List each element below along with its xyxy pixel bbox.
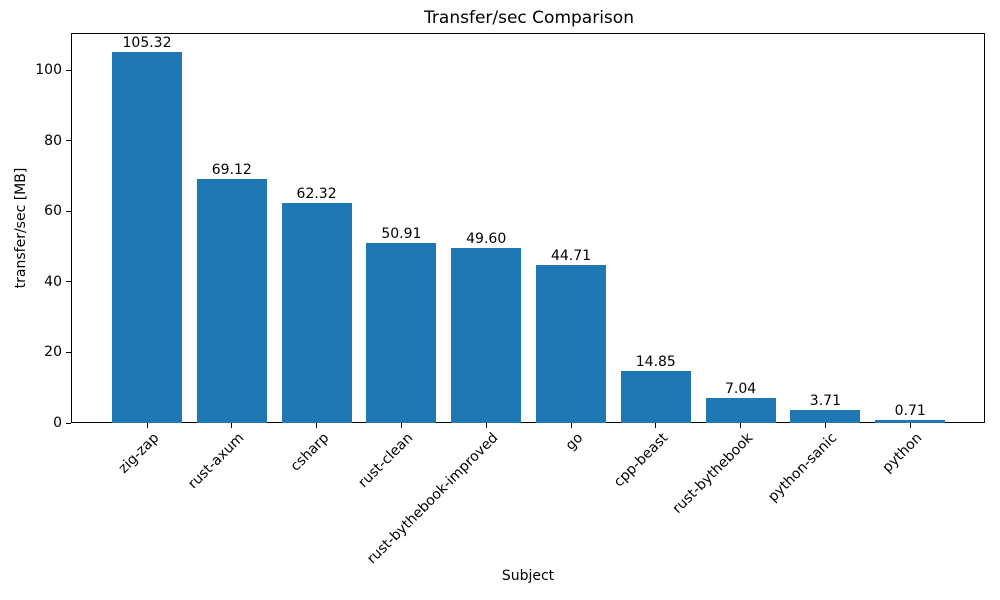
x-tick	[231, 423, 233, 428]
y-tick-label: 40	[44, 273, 62, 290]
y-tick-label: 0	[53, 415, 62, 431]
y-tick	[66, 69, 71, 71]
y-tick	[66, 140, 71, 142]
bar	[875, 420, 946, 423]
x-tick-label: rust-bythebook	[669, 430, 756, 517]
chart-title: Transfer/sec Comparison	[424, 8, 634, 28]
y-tick	[66, 210, 71, 212]
bar-value-label: 44.71	[550, 248, 592, 265]
x-tick	[824, 423, 826, 428]
x-tick-label: csharp	[287, 430, 332, 475]
bar-value-label: 7.04	[725, 381, 757, 398]
y-axis-label: transfer/sec [MB]	[13, 167, 29, 289]
bar-value-label: 0.71	[894, 403, 926, 420]
bar	[281, 203, 352, 423]
bar-value-label: 69.12	[211, 162, 252, 179]
bar	[451, 248, 522, 423]
x-tick-label: cpp-beast	[610, 430, 672, 491]
x-tick	[400, 423, 402, 428]
bar	[196, 179, 267, 423]
bar-value-label: 14.85	[635, 353, 676, 370]
x-tick	[146, 423, 148, 428]
x-tick	[570, 423, 572, 428]
y-tick	[66, 422, 71, 424]
y-tick-label: 100	[35, 62, 62, 79]
bar-value-label: 50.91	[381, 226, 422, 243]
x-tick-label: rust-clean	[355, 430, 417, 491]
bar	[705, 398, 776, 423]
y-tick	[66, 351, 71, 353]
x-tick	[655, 423, 657, 428]
bar-value-label: 49.60	[466, 231, 507, 248]
x-tick-label: python-sanic	[765, 430, 841, 506]
y-tick	[66, 281, 71, 283]
x-tick	[740, 423, 742, 428]
bar-value-label: 105.32	[122, 34, 172, 51]
x-tick-label: rust-axum	[184, 430, 248, 493]
bar	[536, 265, 606, 423]
x-tick	[316, 423, 318, 428]
x-axis-label: Subject	[501, 568, 555, 584]
bar	[366, 243, 437, 423]
bar	[112, 51, 182, 423]
x-tick-label: python	[879, 430, 926, 476]
x-tick	[485, 423, 487, 428]
y-tick-label: 60	[44, 203, 62, 220]
bar-value-label: 3.71	[809, 392, 841, 409]
x-tick-label: zig-zap	[115, 430, 163, 477]
x-tick-label: go	[562, 430, 587, 454]
bar	[620, 370, 691, 423]
bar-value-label: 62.32	[296, 186, 337, 203]
y-tick-label: 20	[44, 344, 62, 361]
x-tick	[909, 423, 911, 428]
y-tick-label: 80	[44, 132, 62, 149]
bar	[790, 409, 861, 423]
